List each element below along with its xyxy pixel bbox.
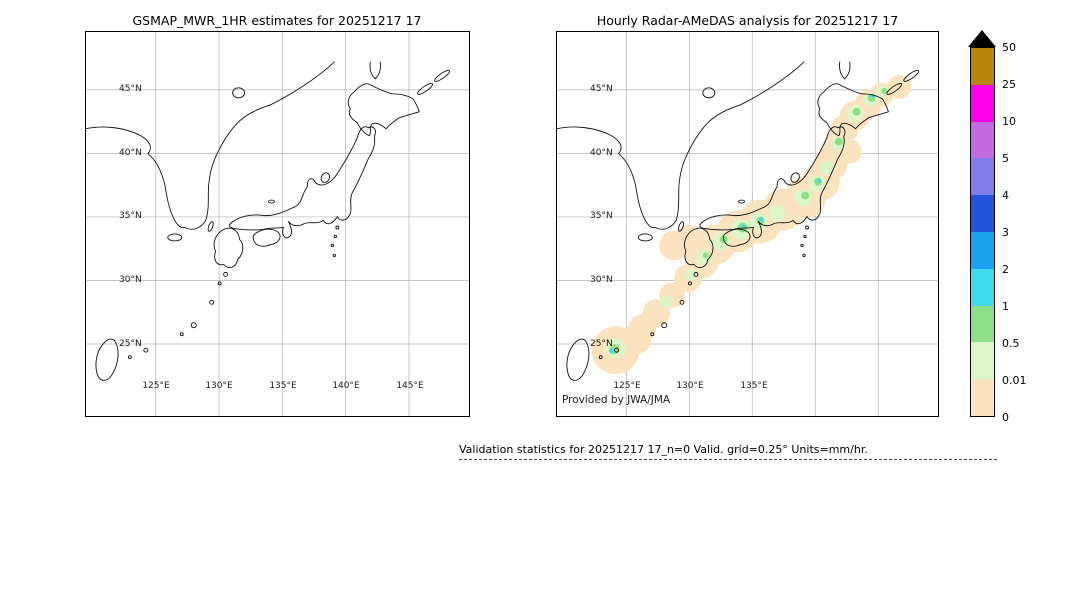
- lon-label: 140°E: [332, 381, 360, 391]
- right-map-title: Hourly Radar-AMeDAS analysis for 2025121…: [596, 13, 899, 28]
- colorbar-bar: [970, 47, 995, 417]
- colorbar-tick-label: 2: [1002, 263, 1009, 276]
- lon-label: 135°E: [269, 381, 297, 391]
- colorbar-segment-25-50: [971, 48, 994, 85]
- validation-stats-text: Validation statistics for 20251217 17_n=…: [459, 443, 868, 456]
- credit-label: Provided by JWA/JMA: [562, 394, 671, 406]
- lat-label: 45°N: [119, 84, 142, 94]
- right-map: 45°N 40°N 35°N 30°N 25°N 125°E 130°E 135…: [556, 31, 939, 417]
- colorbar-segment-1-2: [971, 268, 994, 306]
- lat-label: 40°N: [590, 148, 613, 158]
- colorbar-tick-label: 50: [1002, 41, 1016, 54]
- colorbar-tick-label: 25: [1002, 78, 1016, 91]
- colorbar-tick-label: 3: [1002, 226, 1009, 239]
- lon-label: 125°E: [613, 381, 641, 391]
- right-map-canvas: [557, 32, 938, 416]
- colorbar-tick-label: 4: [1002, 189, 1009, 202]
- colorbar-tick-label: 0: [1002, 411, 1009, 424]
- lon-label: 145°E: [396, 381, 424, 391]
- lon-label: 130°E: [676, 381, 704, 391]
- left-map-title: GSMAP_MWR_1HR estimates for 20251217 17: [132, 13, 422, 28]
- lat-label: 35°N: [119, 211, 142, 221]
- colorbar-ticks: 50 25 10 5 4 3 2 1 0.5 0.01 0: [1002, 41, 1032, 424]
- colorbar-segment-2-3: [971, 231, 994, 269]
- lat-label: 35°N: [590, 211, 613, 221]
- colorbar-segment-5-10: [971, 121, 994, 159]
- colorbar-segment-4-5: [971, 158, 994, 196]
- precipitation-layer: [591, 74, 912, 375]
- colorbar-tick-label: 5: [1002, 152, 1009, 165]
- colorbar-segment-0-0.01: [971, 379, 994, 416]
- lat-label: 45°N: [590, 84, 613, 94]
- colorbar-overflow-triangle: [968, 30, 996, 47]
- lon-label: 130°E: [205, 381, 233, 391]
- colorbar-tick-label: 0.5: [1002, 337, 1020, 350]
- lat-label: 40°N: [119, 148, 142, 158]
- left-map: 45°N 40°N 35°N 30°N 25°N 125°E 130°E 135…: [85, 31, 470, 417]
- colorbar-segment-0.5-1: [971, 305, 994, 343]
- colorbar-segment-3-4: [971, 195, 994, 232]
- lat-label: 30°N: [119, 275, 142, 285]
- colorbar-tick-label: 10: [1002, 115, 1016, 128]
- lat-label: 25°N: [119, 339, 142, 349]
- lon-label: 125°E: [142, 381, 170, 391]
- colorbar-segment-0.01-0.5: [971, 342, 994, 380]
- lat-label: 30°N: [590, 275, 613, 285]
- colorbar-tick-label: 0.01: [1002, 374, 1027, 387]
- colorbar-tick-label: 1: [1002, 300, 1009, 313]
- lat-label: 25°N: [590, 339, 613, 349]
- lon-label: 135°E: [740, 381, 768, 391]
- validation-stats-line: Validation statistics for 20251217 17_n=…: [459, 443, 997, 460]
- left-map-canvas: [86, 32, 469, 416]
- colorbar: 50 25 10 5 4 3 2 1 0.5 0.01 0: [968, 30, 1028, 424]
- colorbar-segment-10-25: [971, 84, 994, 122]
